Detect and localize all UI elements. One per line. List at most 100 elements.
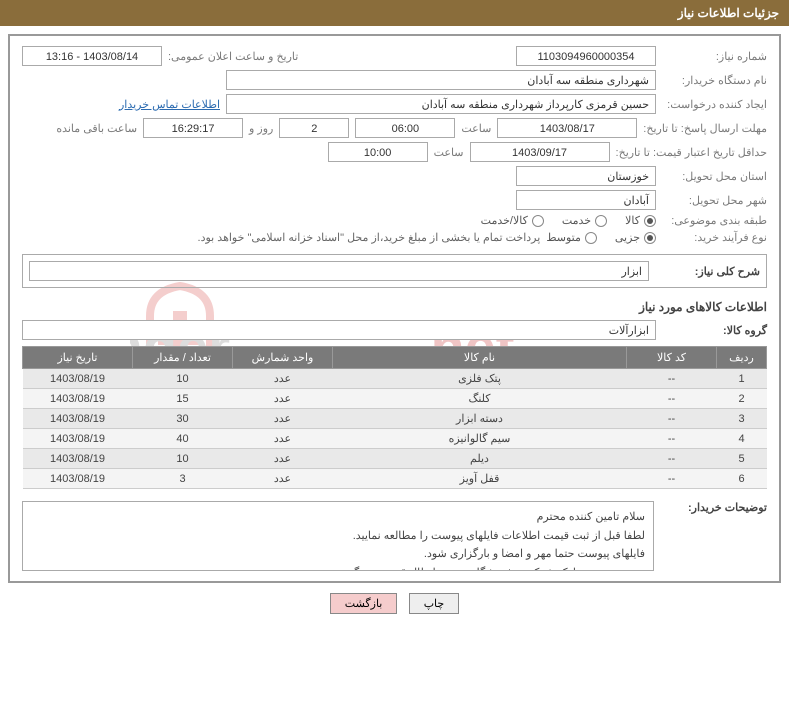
details-frame: AriaTender .net شماره نیاز: 110309496000… xyxy=(8,34,781,583)
header-title: جزئیات اطلاعات نیاز xyxy=(678,6,779,20)
radio-partial[interactable]: جزیی xyxy=(615,231,656,244)
back-button[interactable]: بازگشت xyxy=(330,593,398,614)
td-code: -- xyxy=(627,429,717,449)
group-field: ابزارآلات xyxy=(22,320,656,340)
radio-both[interactable]: کالا/خدمت xyxy=(481,214,544,227)
row-buyer-org: نام دستگاه خریدار: شهرداری منطقه سه آباد… xyxy=(22,70,767,90)
group-label: گروه کالا: xyxy=(662,324,767,337)
td-date: 1403/08/19 xyxy=(23,369,133,389)
remarks-box[interactable]: سلام تامین کننده محترم لطفا قبل از ثبت ق… xyxy=(22,501,654,571)
radio-dot-icon xyxy=(595,215,607,227)
table-row: 2--کلنگعدد151403/08/19 xyxy=(23,389,767,409)
remarks-row: توضیحات خریدار: سلام تامین کننده محترم ل… xyxy=(22,497,767,571)
td-qty: 3 xyxy=(133,469,233,489)
radio-medium[interactable]: متوسط xyxy=(546,231,597,244)
deadline-time-field: 06:00 xyxy=(355,118,455,138)
row-group: گروه کالا: ابزارآلات xyxy=(22,320,767,340)
td-name: سیم گالوانیزه xyxy=(333,429,627,449)
page-header: جزئیات اطلاعات نیاز xyxy=(0,0,789,26)
td-qty: 10 xyxy=(133,369,233,389)
validity-time-field: 10:00 xyxy=(328,142,428,162)
city-label: شهر محل تحویل: xyxy=(662,194,767,207)
table-row: 4--سیم گالوانیزهعدد401403/08/19 xyxy=(23,429,767,449)
validity-label: حداقل تاریخ اعتبار قیمت: تا تاریخ: xyxy=(616,146,767,159)
purchase-type-radios: جزیی متوسط xyxy=(546,231,656,244)
row-requester: ایجاد کننده درخواست: حسین قرمزی کارپرداز… xyxy=(22,94,767,114)
announce-label: تاریخ و ساعت اعلان عمومی: xyxy=(168,50,298,63)
td-code: -- xyxy=(627,389,717,409)
need-no-label: شماره نیاز: xyxy=(662,50,767,63)
remarks-line: فایلهای پیوست حتما مهر و امضا و بارگزاری… xyxy=(31,545,645,564)
td-qty: 10 xyxy=(133,449,233,469)
table-row: 1--پتک فلزیعدد101403/08/19 xyxy=(23,369,767,389)
td-date: 1403/08/19 xyxy=(23,429,133,449)
th-unit: واحد شمارش xyxy=(233,347,333,369)
td-code: -- xyxy=(627,369,717,389)
subject-class-radios: کالا خدمت کالا/خدمت xyxy=(481,214,656,227)
td-name: دیلم xyxy=(333,449,627,469)
time-label-1: ساعت xyxy=(461,122,491,135)
city-field: آبادان xyxy=(516,190,656,210)
table-row: 3--دسته ابزارعدد301403/08/19 xyxy=(23,409,767,429)
validity-date-field: 1403/09/17 xyxy=(470,142,610,162)
print-button[interactable]: چاپ xyxy=(409,593,460,614)
table-header-row: ردیف کد کالا نام کالا واحد شمارش تعداد /… xyxy=(23,347,767,369)
td-unit: عدد xyxy=(233,389,333,409)
radio-partial-label: جزیی xyxy=(615,231,640,244)
td-unit: عدد xyxy=(233,429,333,449)
days-suffix: روز و xyxy=(249,122,273,135)
remarks-label: توضیحات خریدار: xyxy=(662,497,767,571)
requester-field: حسین قرمزی کارپرداز شهرداری منطقه سه آبا… xyxy=(226,94,656,114)
goods-section-title: اطلاعات کالاهای مورد نیاز xyxy=(22,300,767,314)
summary-box: شرح کلی نیاز: ابزار xyxy=(22,254,767,288)
province-field: خوزستان xyxy=(516,166,656,186)
row-province: استان محل تحویل: خوزستان xyxy=(22,166,767,186)
td-row: 2 xyxy=(717,389,767,409)
td-date: 1403/08/19 xyxy=(23,409,133,429)
announce-field: 1403/08/14 - 13:16 xyxy=(22,46,162,66)
td-row: 5 xyxy=(717,449,767,469)
radio-service[interactable]: خدمت xyxy=(562,214,607,227)
td-name: پتک فلزی xyxy=(333,369,627,389)
row-validity: حداقل تاریخ اعتبار قیمت: تا تاریخ: 1403/… xyxy=(22,142,767,162)
th-date: تاریخ نیاز xyxy=(23,347,133,369)
td-qty: 30 xyxy=(133,409,233,429)
requester-label: ایجاد کننده درخواست: xyxy=(662,98,767,111)
td-code: -- xyxy=(627,409,717,429)
td-unit: عدد xyxy=(233,409,333,429)
remarks-line: عدم پیوست مدارک شرکت و فروشگاه موجب ابطا… xyxy=(31,564,645,571)
td-row: 1 xyxy=(717,369,767,389)
remaining-field: 16:29:17 xyxy=(143,118,243,138)
td-name: قفل آویز xyxy=(333,469,627,489)
td-qty: 40 xyxy=(133,429,233,449)
td-unit: عدد xyxy=(233,449,333,469)
th-code: کد کالا xyxy=(627,347,717,369)
buyer-contact-link[interactable]: اطلاعات تماس خریدار xyxy=(119,98,220,111)
th-qty: تعداد / مقدار xyxy=(133,347,233,369)
radio-dot-icon xyxy=(644,232,656,244)
td-name: دسته ابزار xyxy=(333,409,627,429)
td-name: کلنگ xyxy=(333,389,627,409)
deadline-label: مهلت ارسال پاسخ: تا تاریخ: xyxy=(643,122,767,135)
remarks-line: لطفا قبل از ثبت قیمت اطلاعات فایلهای پیو… xyxy=(31,527,645,546)
td-row: 3 xyxy=(717,409,767,429)
summary-label: شرح کلی نیاز: xyxy=(655,265,760,278)
remaining-suffix: ساعت باقی مانده xyxy=(56,122,137,135)
td-unit: عدد xyxy=(233,369,333,389)
deadline-date-field: 1403/08/17 xyxy=(497,118,637,138)
buyer-org-label: نام دستگاه خریدار: xyxy=(662,74,767,87)
buyer-org-field: شهرداری منطقه سه آبادان xyxy=(226,70,656,90)
td-qty: 15 xyxy=(133,389,233,409)
summary-field: ابزار xyxy=(29,261,649,281)
subject-class-label: طبقه بندی موضوعی: xyxy=(662,214,767,227)
radio-service-label: خدمت xyxy=(562,214,591,227)
td-date: 1403/08/19 xyxy=(23,449,133,469)
table-row: 6--قفل آویزعدد31403/08/19 xyxy=(23,469,767,489)
td-code: -- xyxy=(627,469,717,489)
radio-dot-icon xyxy=(585,232,597,244)
radio-dot-icon xyxy=(532,215,544,227)
radio-goods[interactable]: کالا xyxy=(625,214,656,227)
td-date: 1403/08/19 xyxy=(23,389,133,409)
td-code: -- xyxy=(627,449,717,469)
time-label-2: ساعت xyxy=(434,146,464,159)
